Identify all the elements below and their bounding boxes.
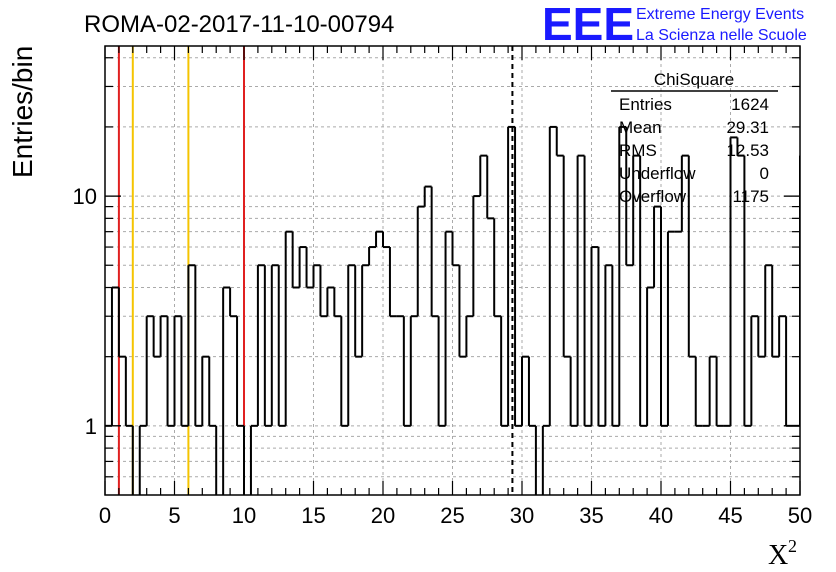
x-tick-label: 20	[371, 503, 395, 528]
stats-row-label: Mean	[619, 118, 662, 137]
stats-row-value: 29.31	[726, 118, 769, 137]
x-tick-label: 15	[301, 503, 325, 528]
y-tick-labels: 1 10	[73, 184, 97, 439]
stats-row-label: Entries	[619, 95, 672, 114]
x-tick-label: 35	[579, 503, 603, 528]
x-tick-label: 50	[788, 503, 812, 528]
stats-row-label: Overflow	[619, 187, 687, 206]
chart-title: ROMA-02-2017-11-10-00794	[84, 11, 394, 38]
stats-rows: Entries 1624 Mean 29.31 RMS 12.53 Underflow 0 Ov…	[619, 95, 769, 206]
stats-title: ChiSquare	[654, 70, 734, 89]
stats-row-label: RMS	[619, 141, 657, 160]
marker-lines	[117, 46, 514, 495]
grid-lines	[105, 46, 800, 495]
x-tick-labels: 0 5 10 15 20 25 30 35 40 45 50	[99, 503, 812, 528]
x-axis-label: X	[768, 540, 788, 571]
x-axis-label-group: X 2	[768, 536, 797, 571]
eee-logo: EEE Extreme Energy Events La Scienza nel…	[542, 0, 807, 50]
x-tick-label: 45	[718, 503, 742, 528]
x-tick-label: 5	[168, 503, 180, 528]
stats-box: ChiSquare Entries 1624 Mean 29.31 RMS 12.53 Un…	[611, 70, 778, 206]
stats-row-value: 12.53	[726, 141, 769, 160]
x-tick-label: 10	[232, 503, 256, 528]
stats-row-value: 1175	[732, 187, 769, 206]
stats-row-label: Underflow	[619, 164, 696, 183]
plot-frame	[104, 45, 801, 496]
x-tick-label: 30	[510, 503, 534, 528]
y-tick-label: 10	[73, 184, 97, 209]
stats-row-value: 1624	[731, 95, 769, 114]
x-axis-label-exponent: 2	[788, 536, 797, 556]
x-tick-label: 0	[99, 503, 111, 528]
logo-mark: EEE	[542, 0, 634, 50]
x-tick-label: 25	[440, 503, 464, 528]
y-axis-label: Entries/bin	[7, 46, 38, 178]
x-tick-label: 40	[649, 503, 673, 528]
y-tick-label: 1	[85, 414, 97, 439]
stats-row-value: 0	[760, 164, 769, 183]
logo-line-1: Extreme Energy Events	[636, 6, 804, 23]
logo-line-2: La Scienza nelle Scuole	[636, 27, 807, 44]
histogram-step-series	[105, 125, 800, 495]
